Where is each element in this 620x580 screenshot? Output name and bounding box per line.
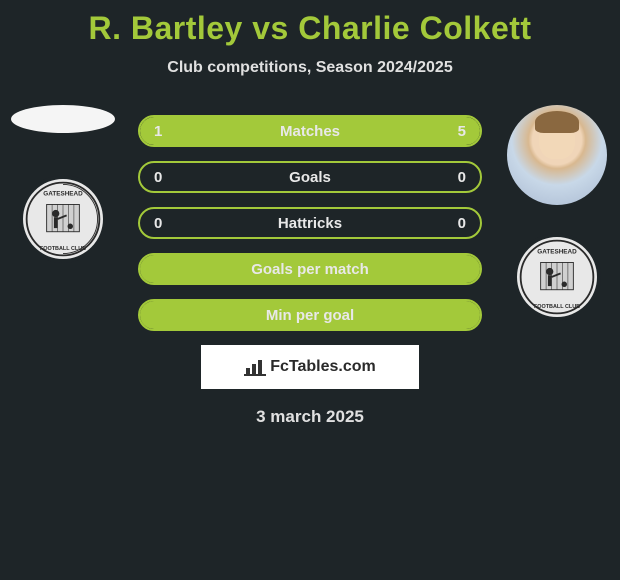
- player-left-club-crest: GATESHEAD FOOTBALL CLUB: [19, 175, 107, 263]
- stat-row: 0 0 Goals: [138, 161, 482, 193]
- right-player-column: GATESHEAD FOOTBALL CLUB: [502, 105, 612, 321]
- bar-chart-icon: [244, 358, 266, 376]
- player-right-club-crest: GATESHEAD FOOTBALL CLUB: [513, 233, 601, 321]
- stat-row: Goals per match: [138, 253, 482, 285]
- stat-fill-left: [140, 117, 197, 145]
- page-title: R. Bartley vs Charlie Colkett: [0, 0, 620, 47]
- stat-value-right: 0: [458, 215, 466, 232]
- stat-label: Goals per match: [251, 261, 369, 278]
- stat-value-right: 0: [458, 169, 466, 186]
- player-left-avatar: [11, 105, 115, 133]
- branding-box: FcTables.com: [201, 345, 419, 389]
- stat-value-left: 1: [154, 123, 162, 140]
- stat-value-left: 0: [154, 215, 162, 232]
- stat-value-right: 5: [458, 123, 466, 140]
- svg-text:FOOTBALL CLUB: FOOTBALL CLUB: [40, 246, 86, 252]
- stat-row: 1 5 Matches: [138, 115, 482, 147]
- branding-text: FcTables.com: [270, 358, 376, 376]
- club-crest-icon: GATESHEAD FOOTBALL CLUB: [23, 179, 103, 259]
- stat-row: Min per goal: [138, 299, 482, 331]
- club-crest-icon: GATESHEAD FOOTBALL CLUB: [517, 237, 597, 317]
- stat-label: Matches: [280, 123, 340, 140]
- stat-value-left: 0: [154, 169, 162, 186]
- left-player-column: GATESHEAD FOOTBALL CLUB: [8, 105, 118, 263]
- date-text: 3 march 2025: [0, 407, 620, 427]
- stat-label: Goals: [289, 169, 331, 186]
- player-right-avatar: [507, 105, 607, 205]
- stat-label: Hattricks: [278, 215, 342, 232]
- stats-container: 1 5 Matches 0 0 Goals 0 0 Hattricks Goals per mat…: [138, 115, 482, 331]
- svg-text:GATESHEAD: GATESHEAD: [537, 248, 577, 255]
- comparison-content: GATESHEAD FOOTBALL CLUB GATESHEAD FOOTBA…: [0, 115, 620, 427]
- stat-label: Min per goal: [266, 307, 354, 324]
- svg-text:GATESHEAD: GATESHEAD: [43, 190, 83, 197]
- stat-row: 0 0 Hattricks: [138, 207, 482, 239]
- subtitle: Club competitions, Season 2024/2025: [0, 59, 620, 77]
- svg-text:FOOTBALL CLUB: FOOTBALL CLUB: [534, 304, 580, 310]
